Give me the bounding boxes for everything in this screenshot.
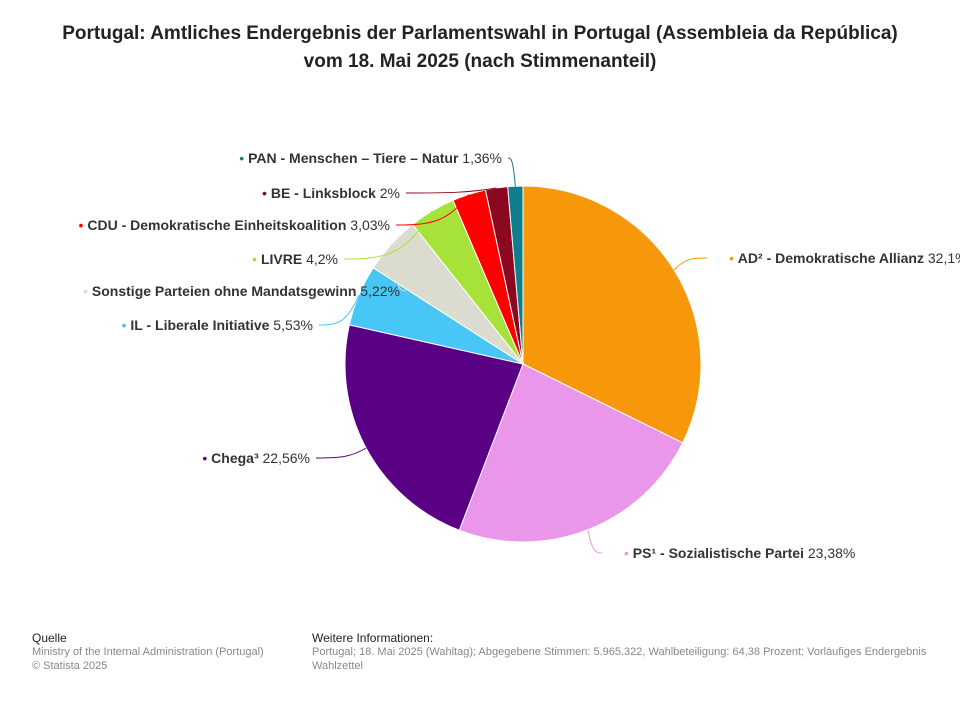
leader-line-chega bbox=[315, 447, 367, 459]
slice-label-be-linksblock: • BE - Linksblock 2% bbox=[262, 185, 400, 201]
chart-title: Portugal: Amtliches Endergebnis der Parl… bbox=[62, 23, 898, 72]
leader-line-sonstige-parteien-ohne-mandatsgewinn bbox=[390, 244, 407, 292]
leader-line-il-liberale-initiative bbox=[318, 295, 360, 326]
slice-label-sonstige-parteien-ohne-mandatsgewinn: • Sonstige Parteien ohne Mandatsgewinn 5… bbox=[83, 283, 400, 299]
slice-label-pan-menschen-tiere-natur: • PAN - Menschen – Tiere – Natur 1,36% bbox=[239, 150, 502, 166]
slice-label-livre: • LIVRE 4,2% bbox=[252, 251, 338, 267]
slice-label-il-liberale-initiative: • IL - Liberale Initiative 5,53% bbox=[122, 317, 313, 333]
pie-slice-chega[interactable] bbox=[344, 324, 524, 531]
info-block: Weitere Informationen: Portugal; 18. Mai… bbox=[312, 631, 926, 673]
source-block: Quelle Ministry of the Internal Administ… bbox=[32, 631, 264, 673]
copyright-text: © Statista 2025 bbox=[32, 660, 108, 672]
leader-line-ad-demokratische-allianz bbox=[673, 257, 708, 271]
info-text: Portugal; 18. Mai 2025 (Wahltag); Abgege… bbox=[312, 646, 927, 658]
leader-line-ps-sozialistische-partei bbox=[587, 529, 603, 554]
slice-label-ad-demokratische-allianz: • AD² - Demokratische Allianz 32,1% bbox=[729, 250, 960, 266]
info-heading: Weitere Informationen: bbox=[312, 631, 434, 645]
pie-slice-ad-demokratische-allianz[interactable] bbox=[522, 185, 702, 444]
source-text[interactable]: Ministry of the Internal Administration … bbox=[32, 646, 264, 658]
leader-line-pan-menschen-tiere-natur bbox=[507, 157, 516, 187]
pie-slice-ps-sozialistische-partei[interactable] bbox=[458, 363, 684, 543]
source-heading: Quelle bbox=[32, 631, 67, 645]
slice-label-ps-sozialistische-partei: • PS¹ - Sozialistische Partei 23,38% bbox=[624, 545, 855, 561]
leader-line-cdu-demokratische-einheitskoalition bbox=[395, 194, 470, 226]
slice-label-cdu-demokratische-einheitskoalition: • CDU - Demokratische Einheitskoalition … bbox=[79, 217, 390, 233]
info-text-2: Wahlzettel bbox=[312, 660, 363, 672]
slice-label-chega: • Chega³ 22,56% bbox=[202, 450, 310, 466]
leader-line-be-linksblock bbox=[405, 187, 497, 194]
